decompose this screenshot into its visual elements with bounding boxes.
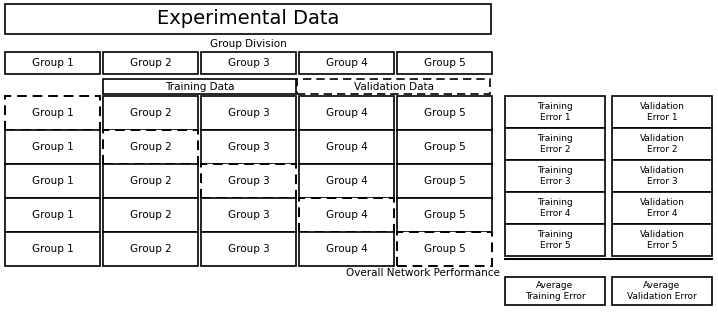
Text: Group 3: Group 3 <box>228 210 269 220</box>
FancyBboxPatch shape <box>397 130 492 164</box>
Text: Group 4: Group 4 <box>326 108 368 118</box>
Text: Group 5: Group 5 <box>424 108 465 118</box>
FancyBboxPatch shape <box>5 4 491 34</box>
FancyBboxPatch shape <box>103 164 198 198</box>
FancyBboxPatch shape <box>201 52 296 74</box>
FancyBboxPatch shape <box>505 96 605 128</box>
Text: Group 1: Group 1 <box>32 210 73 220</box>
FancyBboxPatch shape <box>397 232 492 266</box>
FancyBboxPatch shape <box>505 277 605 305</box>
FancyBboxPatch shape <box>397 164 492 198</box>
FancyBboxPatch shape <box>505 160 605 192</box>
Text: Group 4: Group 4 <box>326 210 368 220</box>
Text: Group 1: Group 1 <box>32 142 73 152</box>
FancyBboxPatch shape <box>299 52 394 74</box>
FancyBboxPatch shape <box>299 232 394 266</box>
Text: Group 1: Group 1 <box>32 244 73 254</box>
Text: Validation
Error 1: Validation Error 1 <box>640 102 684 122</box>
Text: Overall Network Performance: Overall Network Performance <box>346 268 500 278</box>
FancyBboxPatch shape <box>299 198 394 232</box>
FancyBboxPatch shape <box>103 232 198 266</box>
FancyBboxPatch shape <box>505 224 605 256</box>
FancyBboxPatch shape <box>397 198 492 232</box>
Text: Average
Validation Error: Average Validation Error <box>627 280 697 301</box>
Text: Average
Training Error: Average Training Error <box>525 280 585 301</box>
Text: Group 4: Group 4 <box>326 176 368 186</box>
FancyBboxPatch shape <box>103 79 296 94</box>
FancyBboxPatch shape <box>612 192 712 224</box>
Text: Group 5: Group 5 <box>424 176 465 186</box>
Text: Training
Error 1: Training Error 1 <box>537 102 573 122</box>
FancyBboxPatch shape <box>103 130 198 164</box>
Text: Group 3: Group 3 <box>228 142 269 152</box>
FancyBboxPatch shape <box>103 96 198 130</box>
FancyBboxPatch shape <box>201 232 296 266</box>
FancyBboxPatch shape <box>397 52 492 74</box>
Text: Group 4: Group 4 <box>326 142 368 152</box>
FancyBboxPatch shape <box>612 96 712 128</box>
Text: Group 2: Group 2 <box>130 176 172 186</box>
Text: Validation
Error 5: Validation Error 5 <box>640 230 684 250</box>
Text: Training
Error 4: Training Error 4 <box>537 197 573 218</box>
Text: Group 2: Group 2 <box>130 210 172 220</box>
FancyBboxPatch shape <box>299 96 394 130</box>
FancyBboxPatch shape <box>297 79 490 94</box>
FancyBboxPatch shape <box>103 52 198 74</box>
Text: Group 3: Group 3 <box>228 58 269 68</box>
Text: Group 2: Group 2 <box>130 108 172 118</box>
Text: Group 4: Group 4 <box>326 244 368 254</box>
Text: Validation Data: Validation Data <box>353 81 434 92</box>
Text: Group 3: Group 3 <box>228 244 269 254</box>
Text: Validation
Error 2: Validation Error 2 <box>640 133 684 154</box>
FancyBboxPatch shape <box>201 164 296 198</box>
Text: Group 1: Group 1 <box>32 58 73 68</box>
Text: Group 3: Group 3 <box>228 176 269 186</box>
Text: Group 2: Group 2 <box>130 142 172 152</box>
FancyBboxPatch shape <box>201 130 296 164</box>
Text: Validation
Error 3: Validation Error 3 <box>640 166 684 186</box>
Text: Group 1: Group 1 <box>32 176 73 186</box>
Text: Training Data: Training Data <box>164 81 234 92</box>
Text: Group 4: Group 4 <box>326 58 368 68</box>
FancyBboxPatch shape <box>5 164 100 198</box>
FancyBboxPatch shape <box>5 52 100 74</box>
FancyBboxPatch shape <box>5 232 100 266</box>
FancyBboxPatch shape <box>612 277 712 305</box>
Text: Group 5: Group 5 <box>424 210 465 220</box>
FancyBboxPatch shape <box>5 198 100 232</box>
Text: Validation
Error 4: Validation Error 4 <box>640 197 684 218</box>
Text: Training
Error 5: Training Error 5 <box>537 230 573 250</box>
Text: Group 2: Group 2 <box>130 244 172 254</box>
Text: Experimental Data: Experimental Data <box>157 10 339 29</box>
Text: Group 5: Group 5 <box>424 244 465 254</box>
FancyBboxPatch shape <box>397 96 492 130</box>
Text: Training
Error 2: Training Error 2 <box>537 133 573 154</box>
FancyBboxPatch shape <box>612 224 712 256</box>
Text: Group 5: Group 5 <box>424 58 465 68</box>
Text: Group 2: Group 2 <box>130 58 172 68</box>
Text: Group 1: Group 1 <box>32 108 73 118</box>
FancyBboxPatch shape <box>612 128 712 160</box>
Text: Group 3: Group 3 <box>228 108 269 118</box>
FancyBboxPatch shape <box>201 198 296 232</box>
FancyBboxPatch shape <box>103 198 198 232</box>
Text: Group Division: Group Division <box>210 39 286 49</box>
FancyBboxPatch shape <box>201 96 296 130</box>
FancyBboxPatch shape <box>505 192 605 224</box>
FancyBboxPatch shape <box>299 130 394 164</box>
FancyBboxPatch shape <box>5 96 100 130</box>
FancyBboxPatch shape <box>5 130 100 164</box>
FancyBboxPatch shape <box>299 164 394 198</box>
FancyBboxPatch shape <box>505 128 605 160</box>
Text: Training
Error 3: Training Error 3 <box>537 166 573 186</box>
Text: Group 5: Group 5 <box>424 142 465 152</box>
FancyBboxPatch shape <box>612 160 712 192</box>
